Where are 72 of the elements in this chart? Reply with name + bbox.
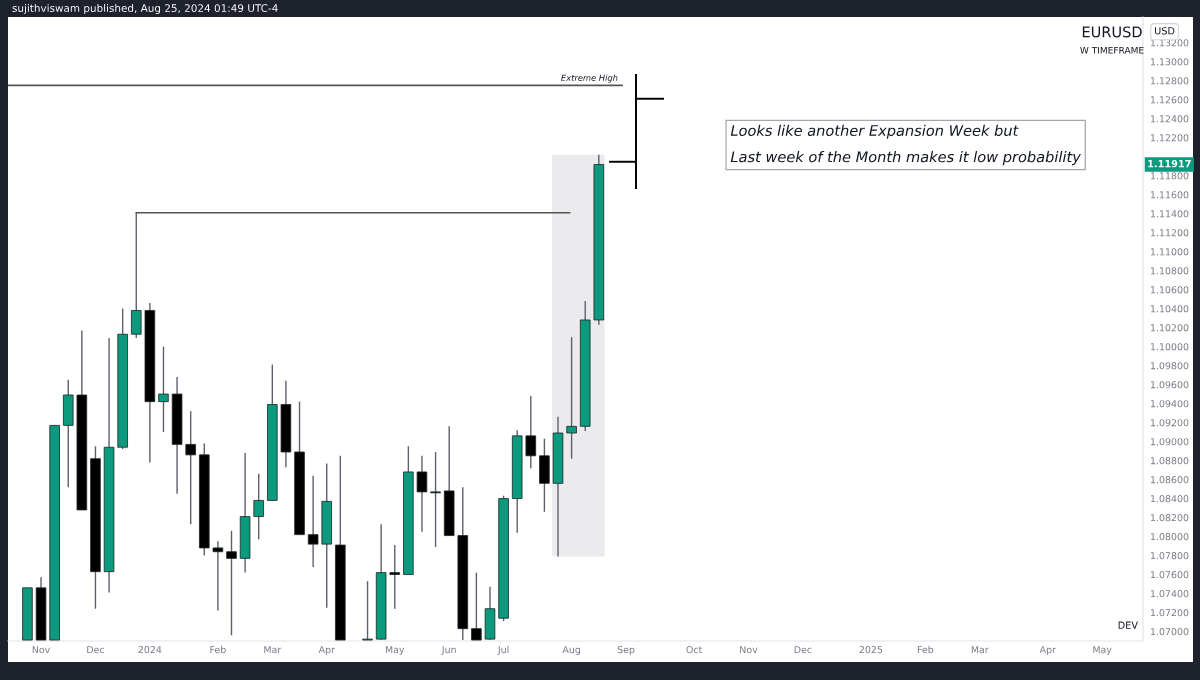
x-tick-label: Nov	[740, 646, 758, 654]
x-tick-label: Feb	[210, 645, 226, 654]
y-tick-label: 1.10400	[1150, 305, 1189, 313]
candlestick	[430, 451, 441, 548]
y-tick-label: 1.09400	[1150, 400, 1189, 408]
y-tick-label: 1.11600	[1150, 191, 1189, 199]
x-tick-label: Mar	[971, 646, 989, 654]
x-tick-label: Jun	[441, 646, 456, 655]
y-tick-label: 1.07400	[1150, 590, 1189, 598]
y-tick-label: 1.07000	[1150, 628, 1189, 636]
x-tick-label: Sep	[617, 646, 635, 655]
y-tick-label: 1.11400	[1150, 210, 1189, 218]
y-tick-label: 1.12200	[1150, 134, 1189, 142]
candlestick	[226, 530, 237, 636]
candlestick	[212, 540, 224, 612]
candlestick	[130, 211, 142, 339]
y-tick-label: 1.08600	[1150, 476, 1189, 484]
text: 1.11917	[1148, 159, 1191, 168]
candlestick	[307, 475, 319, 568]
x-tick-label: Apr	[318, 646, 335, 655]
candlestick	[389, 544, 401, 610]
y-tick-label: 1.12600	[1150, 96, 1189, 104]
y-tick-label: 1.09000	[1150, 438, 1189, 446]
x-tick-label: Dec	[87, 646, 105, 654]
x-tick-label: 2025	[859, 646, 883, 654]
annotation: Looks like another Expansion Week but Last week of the Month makes it low probability	[730, 124, 1082, 166]
y-tick-label: 1.10200	[1150, 324, 1189, 332]
y-tick-label: 1.12400	[1150, 115, 1189, 123]
x-tick-label: May	[1093, 646, 1112, 655]
x-tick-label: 2024	[138, 646, 162, 654]
y-tick-label: 1.07800	[1150, 552, 1189, 560]
y-tick-label: 1.08800	[1150, 457, 1189, 465]
y-tick-label: 1.08400	[1150, 495, 1189, 503]
y-tick-label: 1.10800	[1150, 267, 1189, 275]
x-tick-label: Nov	[32, 646, 50, 654]
candlestick	[566, 336, 577, 460]
y-tick-label: 1.07200	[1150, 609, 1189, 617]
x-tick-label: May	[385, 646, 405, 655]
candlestick	[416, 455, 428, 533]
candlestick	[185, 410, 196, 525]
candlestick	[525, 395, 537, 469]
text: sujithviswam published, Aug 25, 2024 01:49 UTC-4	[12, 3, 278, 15]
x-tick-label: Feb	[917, 645, 934, 654]
y-tick-label: 1.11000	[1150, 248, 1189, 256]
y-tick-label: 1.08200	[1150, 514, 1189, 522]
x-tick-label: Aug	[562, 646, 580, 655]
x-tick-label: Oct	[686, 646, 702, 654]
text: W TIMEFRAME	[1080, 46, 1144, 54]
x-tick-label: Mar	[264, 646, 282, 654]
x-tick-label: Apr	[1039, 646, 1056, 655]
y-tick-label: 1.10000	[1150, 343, 1189, 351]
y-tick-label: 1.09600	[1150, 381, 1189, 389]
candlestick	[158, 345, 169, 433]
y-tick-label: 1.09800	[1150, 362, 1189, 370]
y-tick-label: 1.07600	[1150, 571, 1189, 579]
y-tick-label: 1.11200	[1150, 229, 1189, 237]
y-tick-label: 1.10600	[1150, 286, 1189, 294]
annotation: DEV	[1118, 621, 1138, 629]
y-axis-title: USD	[1155, 27, 1175, 35]
y-tick-label: 1.12800	[1150, 77, 1189, 85]
candlestick	[253, 473, 264, 541]
x-tick-label: Dec	[794, 646, 812, 654]
y-tick-label: 1.13200	[1150, 39, 1189, 47]
y-tick-label: 1.13000	[1150, 58, 1189, 66]
text: EURUSD	[1082, 26, 1142, 38]
y-tick-label: 1.09200	[1150, 419, 1189, 427]
candlestick	[362, 580, 373, 641]
candlestick	[471, 571, 482, 641]
x-tick-label: Jul	[497, 645, 509, 655]
y-tick-label: 1.08000	[1150, 533, 1189, 541]
y-tick-label: 1.11800	[1150, 172, 1189, 180]
annotation: Extreme High	[561, 74, 618, 83]
